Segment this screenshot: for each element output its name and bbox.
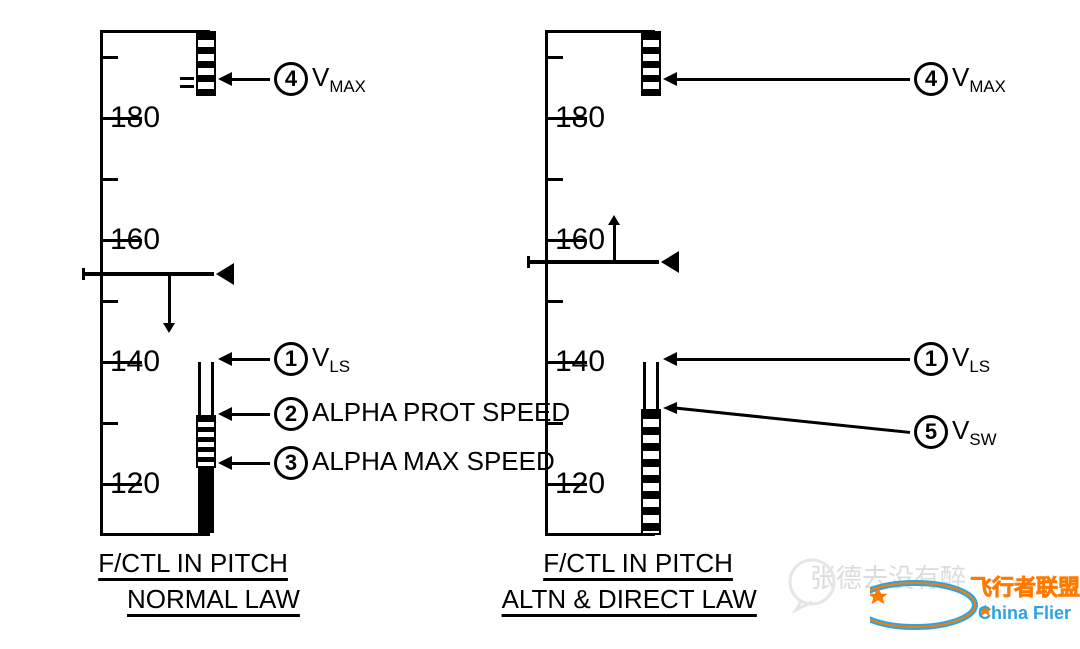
callout-arrow-2 <box>230 413 270 416</box>
callout-label-4: VMAX <box>312 64 366 96</box>
callout-number-1: 1 <box>914 342 948 376</box>
alpha_prot_checker <box>198 417 214 466</box>
callout-arrow-3 <box>230 462 270 465</box>
tick-label-180: 180 <box>110 103 160 133</box>
callout-arrow-4 <box>675 78 910 81</box>
china-flier-logo: 飞行者联盟 China Flier <box>870 565 1080 649</box>
vmax_checker <box>643 33 659 94</box>
callout-label-2: ALPHA PROT SPEED <box>312 399 570 425</box>
callout-number-5: 5 <box>914 415 948 449</box>
callout-number-1: 1 <box>274 342 308 376</box>
alpha_max_solid <box>198 466 214 533</box>
callout-number-3: 3 <box>274 446 308 480</box>
diagram-root: 120140160180 120140160180 F/CTL IN PITCH… <box>0 0 1080 649</box>
tick-label-140: 140 <box>555 347 605 377</box>
vls_outline <box>643 362 659 411</box>
tick-label-160: 160 <box>555 225 605 255</box>
callout-label-1: VLS <box>952 344 990 376</box>
speed-pointer-icon <box>661 251 679 273</box>
logo-line2: China Flier <box>978 603 1071 623</box>
speed-trend-vector <box>168 274 171 323</box>
tick-label-120: 120 <box>555 469 605 499</box>
tick-label-180: 180 <box>555 103 605 133</box>
vls_outline <box>198 362 214 417</box>
watermark-bubble-icon <box>782 556 842 616</box>
logo-line1: 飞行者联盟 <box>970 575 1080 600</box>
tick-label-160: 160 <box>110 225 160 255</box>
vsw_checker <box>643 411 659 533</box>
target-speed-equals-icon <box>180 77 194 89</box>
callout-label-4: VMAX <box>952 64 1006 96</box>
callout-label-1: VLS <box>312 344 350 376</box>
tick-label-140: 140 <box>110 347 160 377</box>
callout-arrow-1 <box>230 358 270 361</box>
speed-trend-vector <box>613 225 616 262</box>
vmax_checker <box>198 33 214 94</box>
callout-arrow-4 <box>230 78 270 81</box>
callout-label-3: ALPHA MAX SPEED <box>312 448 555 474</box>
callout-label-5: VSW <box>952 417 997 449</box>
tick-label-120: 120 <box>110 469 160 499</box>
callout-number-4: 4 <box>914 62 948 96</box>
speed-tape-normal-law: 120 140 160 180 <box>100 30 210 536</box>
callout-number-2: 2 <box>274 397 308 431</box>
speed-pointer-icon <box>216 263 234 285</box>
callout-arrow-1 <box>675 358 910 361</box>
speed-tape-altn-direct-law: 120 140 160 180 <box>545 30 655 536</box>
callout-number-4: 4 <box>274 62 308 96</box>
